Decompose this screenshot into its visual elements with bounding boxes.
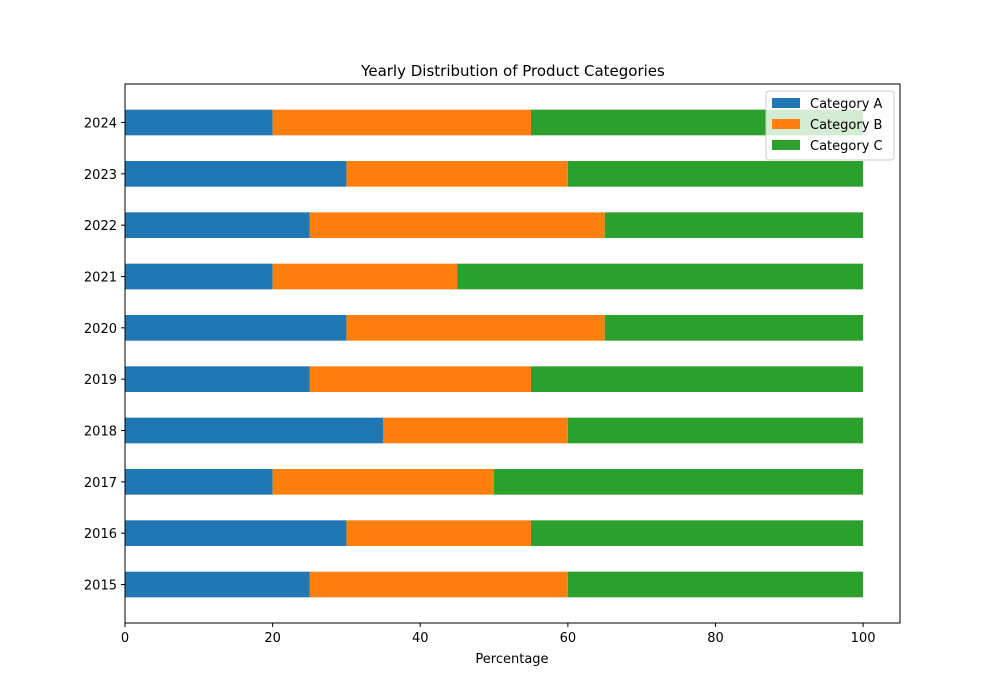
y-tick-label: 2021 bbox=[84, 271, 117, 286]
chart-title: Yearly Distribution of Product Categorie… bbox=[360, 62, 665, 80]
y-tick-label: 2015 bbox=[84, 579, 117, 594]
x-tick-label: 20 bbox=[264, 631, 281, 646]
bar-2017-category-c bbox=[494, 469, 864, 495]
x-tick-label: 0 bbox=[121, 631, 129, 646]
bar-2018-category-b bbox=[383, 417, 568, 444]
legend-swatch bbox=[772, 98, 800, 108]
bar-2015-category-b bbox=[309, 571, 568, 598]
plot-frame bbox=[124, 83, 901, 624]
bars-layer bbox=[125, 109, 864, 598]
x-axis: 0 20 40 60 80 100 bbox=[121, 623, 876, 646]
x-axis-label: Percentage bbox=[475, 652, 548, 667]
x-tick-label: 100 bbox=[851, 631, 876, 646]
bar-2023-category-a bbox=[125, 161, 347, 187]
bar-2015-category-a bbox=[125, 571, 310, 598]
legend: Category A Category B Category C bbox=[765, 90, 895, 161]
bar-2019-category-b bbox=[309, 366, 531, 392]
y-tick-label: 2019 bbox=[84, 373, 117, 388]
y-axis: 2015 2016 2017 2018 2019 2020 2021 2022 2023 2024 bbox=[84, 117, 125, 594]
bar-2016-category-c bbox=[530, 520, 864, 546]
x-tick-label: 80 bbox=[707, 631, 724, 646]
legend-swatch bbox=[772, 140, 800, 150]
bar-2022-category-c bbox=[604, 212, 864, 238]
bar-2018-category-a bbox=[125, 417, 384, 444]
bar-2015-category-c bbox=[567, 571, 864, 598]
legend-label: Category C bbox=[810, 139, 883, 154]
bar-2023-category-b bbox=[346, 161, 568, 187]
x-tick-label: 40 bbox=[412, 631, 429, 646]
bar-2016-category-b bbox=[346, 520, 531, 546]
bar-2018-category-c bbox=[567, 417, 864, 444]
bar-2021-category-b bbox=[272, 263, 458, 290]
bar-2021-category-a bbox=[125, 263, 273, 290]
bar-2019-category-a bbox=[125, 366, 310, 392]
bar-2020-category-a bbox=[125, 315, 347, 341]
legend-label: Category B bbox=[810, 118, 882, 133]
bar-2020-category-b bbox=[346, 315, 605, 341]
bar-2021-category-c bbox=[457, 263, 864, 290]
bar-2019-category-c bbox=[530, 366, 864, 392]
y-tick-label: 2023 bbox=[84, 168, 117, 183]
x-tick-label: 60 bbox=[560, 631, 577, 646]
bar-2022-category-b bbox=[309, 212, 605, 238]
bar-2024-category-a bbox=[125, 109, 273, 136]
y-tick-label: 2020 bbox=[84, 322, 117, 337]
y-tick-label: 2017 bbox=[84, 476, 117, 491]
bar-2024-category-b bbox=[272, 109, 531, 136]
bar-2017-category-b bbox=[272, 469, 495, 495]
y-tick-label: 2016 bbox=[84, 527, 117, 542]
y-tick-label: 2018 bbox=[84, 425, 117, 440]
bar-2017-category-a bbox=[125, 469, 273, 495]
y-tick-label: 2022 bbox=[84, 219, 117, 234]
y-tick-label: 2024 bbox=[84, 117, 117, 132]
bar-2016-category-a bbox=[125, 520, 347, 546]
bar-2020-category-c bbox=[604, 315, 864, 341]
bar-2022-category-a bbox=[125, 212, 310, 238]
legend-label: Category A bbox=[810, 97, 883, 112]
bar-2023-category-c bbox=[567, 161, 864, 187]
legend-swatch bbox=[772, 119, 800, 129]
